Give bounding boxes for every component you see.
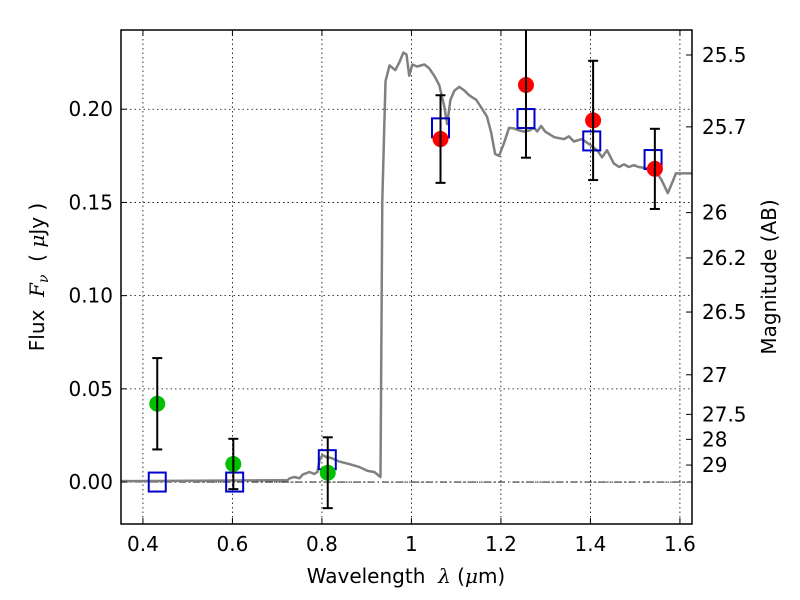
- markers-layer: [147, 30, 663, 510]
- x-tick-label: 1: [405, 532, 418, 556]
- model-photometry-square: [147, 471, 167, 493]
- y-tick-label: 0.15: [68, 190, 113, 214]
- y2-tick-label: 26.2: [702, 246, 747, 270]
- x-axis-label-unit-mu: μ: [465, 564, 478, 588]
- y2-tick-label: 25.7: [702, 115, 747, 139]
- y-axis-label: Flux Fν ( μJy ): [25, 203, 52, 351]
- y-axis-ticks: 0.00 0.05 0.10 0.15 0.20: [68, 97, 127, 494]
- x-axis-label-prefix: Wavelength: [307, 564, 438, 588]
- x-tick-label: 0.4: [127, 532, 159, 556]
- x-axis-label-unit-open: (: [451, 564, 465, 588]
- y2-tick-label: 29: [702, 453, 727, 477]
- x-axis-label-symbol: λ: [437, 564, 451, 588]
- x-tick-label: 1.4: [575, 532, 607, 556]
- model-photometry-square: [225, 471, 245, 493]
- y-tick-label: 0.20: [68, 97, 113, 121]
- grid-lines: [121, 30, 692, 524]
- y-tick-label: 0.00: [68, 470, 113, 494]
- y-axis-label-unit-mu: μ: [25, 235, 49, 248]
- y-axis-label-subscript: ν: [36, 274, 52, 283]
- y2-tick-label: 27: [702, 363, 727, 387]
- x-tick-label: 1.6: [664, 532, 696, 556]
- y-tick-label: 0.10: [68, 284, 113, 308]
- y2-tick-label: 27.5: [702, 402, 747, 426]
- y2-tick-label: 26: [702, 201, 727, 225]
- x-axis-ticks: 0.4 0.6 0.8 1 1.2 1.4 1.6: [127, 30, 696, 556]
- plot-frame: [120, 29, 693, 525]
- x-tick-label: 0.6: [217, 532, 249, 556]
- model-photometry-square: [582, 130, 602, 152]
- x-axis-label: Wavelength λ (μm): [307, 564, 506, 588]
- y-tick-label: 0.05: [68, 377, 113, 401]
- y2-axis-label: Magnitude (AB): [757, 199, 781, 354]
- x-tick-label: 1.2: [485, 532, 517, 556]
- y-axis-label-unit-rest: Jy ): [25, 203, 49, 237]
- model-spectrum-line: [121, 51, 692, 483]
- y2-tick-label: 26.5: [702, 300, 747, 324]
- y2-tick-label: 28: [702, 427, 727, 451]
- x-tick-label: 0.8: [306, 532, 338, 556]
- y-axis-label-symbol: F: [25, 282, 49, 298]
- y-axis-label-unit-open: (: [25, 248, 49, 275]
- x-axis-label-unit-rest: m): [478, 564, 505, 588]
- y-axis-label-prefix: Flux: [25, 297, 49, 351]
- y2-tick-label: 25.5: [702, 43, 747, 67]
- model-spectrum-layer: [121, 51, 692, 483]
